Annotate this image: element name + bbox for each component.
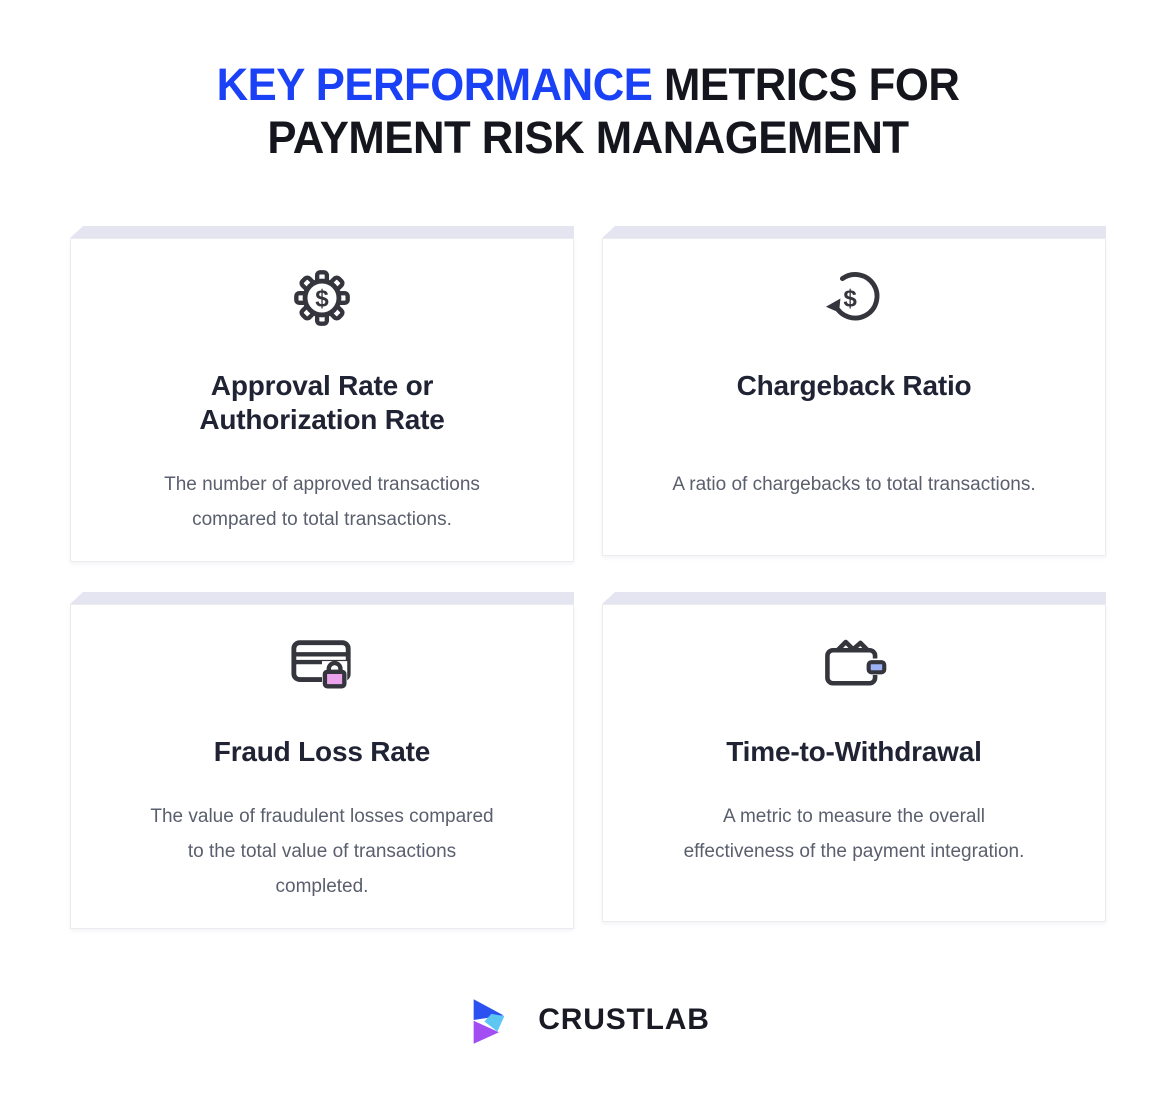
dollar-glyph: $ [315,286,329,313]
page-title: KEY PERFORMANCE METRICS FOR PAYMENT RISK… [18,0,1159,164]
card-icon-wrap [107,633,537,695]
dollar-glyph: $ [843,286,857,313]
title-line-1-rest: METRICS FOR [652,59,960,110]
card-description: The number of approved transactions comp… [164,474,480,530]
card-title: Time-to-Withdrawal [726,736,982,767]
card-approval-rate-body: $ Approval Rate or Authorization Rate Th… [70,238,574,562]
card-top-edge [602,226,1106,238]
card-top-edge [70,592,574,604]
card-fraud-loss-rate-body: Fraud Loss Rate The value of fraudulent … [70,604,574,929]
card-chargeback-ratio: $ Chargeback Ratio A ratio of chargeback… [602,226,1106,562]
title-line-1: KEY PERFORMANCE METRICS FOR [18,58,1159,111]
brand-name: CRUSTLAB [538,1003,710,1036]
card-icon-wrap: $ [107,267,537,329]
card-description: A metric to measure the overall effectiv… [683,806,1025,862]
card-top-edge [602,592,1106,604]
gear-dollar-icon: $ [294,270,350,326]
refund-arrow-dollar-icon: $ [825,272,880,321]
card-title: Fraud Loss Rate [213,736,431,767]
title-line-2: PAYMENT RISK MANAGEMENT [267,112,909,163]
card-icon-wrap: $ [639,267,1069,329]
title-highlight: KEY PERFORMANCE [216,59,653,110]
crustlab-logo-icon [473,999,505,1044]
credit-card-lock-icon [291,640,351,689]
card-chargeback-ratio-body: $ Chargeback Ratio A ratio of chargeback… [602,238,1106,556]
card-title: Chargeback Ratio [736,370,972,401]
card-fraud-loss-rate: Fraud Loss Rate The value of fraudulent … [70,592,574,929]
card-approval-rate: $ Approval Rate or Authorization Rate Th… [70,226,574,562]
card-title: Approval Rate or Authorization Rate [199,370,445,435]
footer-brand: CRUSTLAB [0,993,1176,1047]
card-description: The value of fraudulent losses compared … [150,806,494,897]
card-time-to-withdrawal-body: Time-to-Withdrawal A metric to measure t… [602,604,1106,922]
card-time-to-withdrawal: Time-to-Withdrawal A metric to measure t… [602,592,1106,929]
card-description: A ratio of chargebacks to total transact… [672,474,1036,495]
metric-cards-grid: $ Approval Rate or Authorization Rate Th… [70,226,1106,929]
card-top-edge [70,226,574,238]
card-icon-wrap [639,633,1069,695]
wallet-icon [825,639,887,686]
